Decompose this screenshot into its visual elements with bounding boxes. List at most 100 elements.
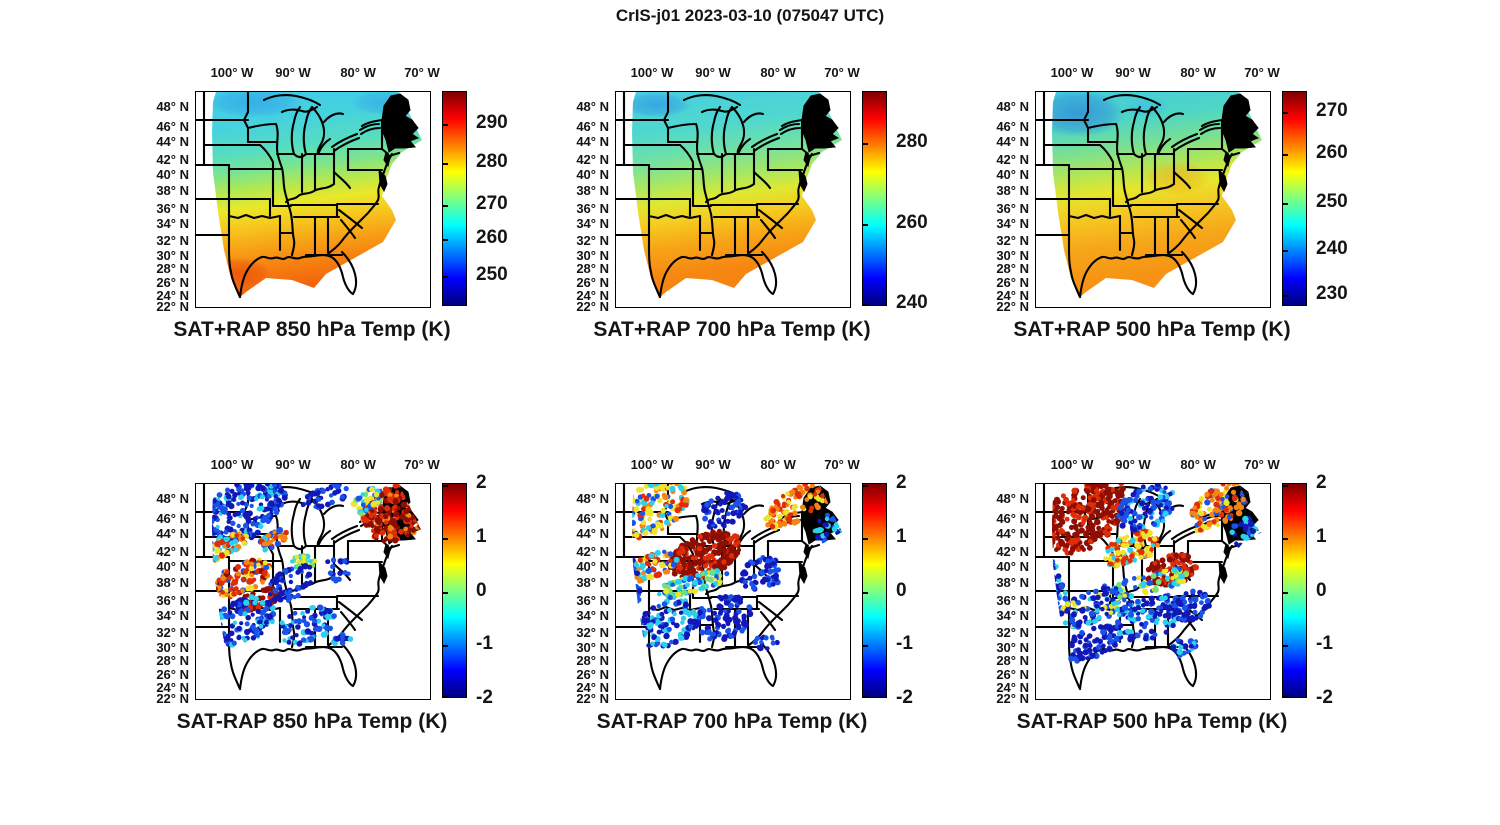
map-canvas-sat_plus_rap_500 [1035,91,1271,308]
lon-tick-label: 100° W [210,457,254,472]
colorbar-tick-label: 2 [1316,472,1327,493]
lat-tick-label: 46° N [156,119,189,135]
colorbar-tick-label: 0 [476,579,487,601]
lat-tick-label: 28° N [576,652,609,668]
colorbar-tick-label: -1 [896,633,913,655]
colorbar-tick [1283,250,1288,253]
colorbar-tick [1283,696,1288,698]
lat-tick-label: 44° N [156,526,189,542]
lat-tick-label: 42° N [576,544,609,560]
lat-tick-label: 32° N [156,624,189,640]
colorbar-tick-label: 0 [896,579,907,601]
colorbar-tick [1283,591,1288,594]
colorbar-tick-label: 270 [476,192,508,214]
colorbar-tick [863,645,868,648]
lat-tick-label: 36° N [576,200,609,216]
colorbar-tick [443,696,448,698]
lat-tick-label: 44° N [576,526,609,542]
lat-tick-label: 48° N [156,491,189,507]
lat-tick-label: 22° N [996,691,1029,707]
lon-tick-label: 70° W [1244,65,1280,80]
colorbar-tick-label: -2 [1316,687,1333,708]
lat-tick-label: 40° N [996,559,1029,575]
lat-tick-label: 30° N [156,639,189,655]
colorbar-tick-label: 240 [896,291,928,313]
colorbar-tick [443,162,448,165]
colorbar-tick-label: 0 [1316,579,1327,601]
lat-tick-label: 22° N [996,299,1029,315]
lat-tick-label: 36° N [156,592,189,608]
colorbar-tick [1283,112,1288,115]
lat-tick-label: 42° N [576,152,609,168]
colorbar-tick-label: -2 [896,687,913,708]
colorbar-sat_plus_rap_500 [1282,91,1307,306]
lat-tick-label: 32° N [576,624,609,640]
panel-title-sat_plus_rap_850: SAT+RAP 850 hPa Temp (K) [173,318,451,341]
lon-tick-label: 100° W [630,457,674,472]
colorbar-tick-label: 260 [476,227,508,249]
lat-tick-label: 42° N [156,544,189,560]
panel-title-sat_plus_rap_500: SAT+RAP 500 hPa Temp (K) [1013,318,1291,341]
lat-tick-label: 24° N [996,287,1029,303]
lat-tick-label: 48° N [576,99,609,115]
difference-scatter-dots [1052,484,1262,664]
lat-tick-label: 32° N [576,232,609,248]
colorbar-tick-label: 1 [1316,525,1327,547]
lon-tick-label: 70° W [824,457,860,472]
lat-tick-label: 36° N [996,200,1029,216]
lat-tick-label: 34° N [156,215,189,231]
colorbar-tick-label: 1 [896,525,907,547]
lat-tick-label: 26° N [996,274,1029,290]
colorbar-tick-label: -1 [476,633,493,655]
lat-tick-label: 22° N [156,299,189,315]
lon-tick-label: 80° W [760,457,796,472]
lon-tick-label: 80° W [760,65,796,80]
colorbar-tick-label: 280 [896,130,928,152]
lat-tick-label: 34° N [996,607,1029,623]
colorbar-tick-label: -1 [1316,633,1333,655]
lat-tick-label: 48° N [996,99,1029,115]
lon-tick-label: 80° W [340,65,376,80]
lat-tick-label: 24° N [576,287,609,303]
map-canvas-sat_minus_rap_500 [1035,483,1271,700]
panel-title-sat_minus_rap_500: SAT-RAP 500 hPa Temp (K) [1016,710,1288,733]
difference-scatter-dots [212,484,422,648]
lon-tick-label: 90° W [1115,65,1151,80]
lat-tick-label: 28° N [156,260,189,276]
lat-tick-label: 38° N [996,574,1029,590]
panel-title-sat_plus_rap_700: SAT+RAP 700 hPa Temp (K) [593,318,871,341]
panel-title-sat_minus_rap_850: SAT-RAP 850 hPa Temp (K) [176,710,448,733]
colorbar-tick [443,275,448,278]
lat-tick-label: 38° N [576,182,609,198]
lon-tick-label: 80° W [1180,65,1216,80]
lat-tick-label: 22° N [156,691,189,707]
lat-tick-label: 44° N [156,134,189,150]
lon-tick-label: 100° W [1050,457,1094,472]
colorbar-sat_minus_rap_500 [1282,483,1307,698]
lat-tick-label: 40° N [156,559,189,575]
lon-tick-label: 90° W [695,65,731,80]
lat-tick-label: 28° N [576,260,609,276]
lat-tick-label: 32° N [996,232,1029,248]
lat-tick-label: 30° N [576,639,609,655]
lon-tick-label: 80° W [1180,457,1216,472]
panel-title-sat_minus_rap_700: SAT-RAP 700 hPa Temp (K) [596,710,868,733]
lat-tick-label: 30° N [996,247,1029,263]
colorbar-tick-label: 1 [476,525,487,547]
colorbar-tick-label: 260 [896,212,928,234]
colorbar-tick [1283,202,1288,205]
colorbar-tick [443,485,448,487]
colorbar-tick-label: 280 [476,150,508,172]
lat-tick-label: 24° N [576,679,609,695]
colorbar-tick [1283,295,1288,298]
colorbar-tick [863,142,868,145]
lat-tick-label: 46° N [576,511,609,527]
lat-tick-label: 34° N [156,607,189,623]
map-canvas-sat_plus_rap_700 [615,91,851,308]
colorbar-tick-label: 230 [1316,283,1348,305]
colorbar-sat_minus_rap_850 [442,483,467,698]
lat-tick-label: 42° N [996,152,1029,168]
colorbar-tick [863,224,868,227]
lat-tick-label: 38° N [156,574,189,590]
colorbar-tick-label: 2 [896,472,907,493]
